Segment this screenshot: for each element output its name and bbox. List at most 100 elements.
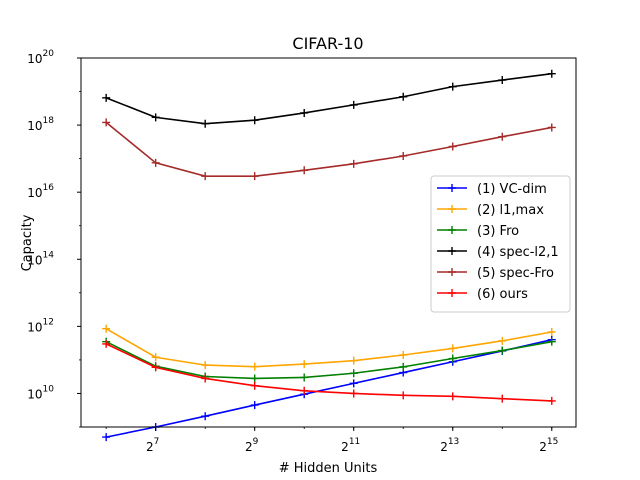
data-point [349,379,358,388]
data-point [151,113,160,122]
data-point [102,324,111,333]
legend-label: (5) spec-Fro [477,266,554,281]
legend-label: (2) l1,max [477,203,544,218]
x-tick-exponent: 13 [448,437,459,447]
legend-marker [448,247,456,255]
series-line-5 [105,121,552,177]
data-point [547,327,556,336]
legend-entry: (6) ours [437,287,528,302]
legend-marker [448,205,456,213]
data-point [250,381,259,390]
data-point [399,391,408,400]
y-tick-exponent: 10 [43,384,55,394]
data-point [151,353,160,362]
data-point [498,394,507,403]
data-point [547,123,556,132]
legend-marker [448,226,456,234]
legend-entry: (2) l1,max [437,203,544,218]
data-point [300,166,309,175]
data-point [399,362,408,371]
data-point [448,142,457,151]
data-point [201,361,210,370]
data-point [448,354,457,363]
data-point [547,396,556,405]
data-point [349,100,358,109]
x-tick-label: 27 [146,437,159,454]
data-point [448,392,457,401]
data-point [349,356,358,365]
legend-marker [448,289,456,297]
data-point [498,346,507,355]
legend-label: (6) ours [477,287,528,302]
legend: (1) VC-dim (2) l1,max (3) Fro (4) spec-l2,1… [430,175,571,313]
legend-entry: (3) Fro [437,224,519,239]
data-point [498,132,507,141]
x-tick-label: 211 [341,437,360,454]
data-point [102,93,111,102]
legend-box [430,175,571,313]
series-line-4 [105,72,552,125]
data-point [349,369,358,378]
y-tick-label: 1012 [27,317,54,334]
data-point [201,374,210,383]
legend-marker [448,268,456,276]
legend-marker [448,184,456,192]
data-point [448,344,457,353]
data-point [250,374,259,383]
data-point [201,172,210,181]
data-point [300,360,309,369]
y-tick-exponent: 14 [43,250,55,260]
series-line-2 [105,328,552,368]
series-1 [102,335,556,442]
data-point [201,412,210,421]
data-point [102,433,111,442]
data-point [399,151,408,160]
y-tick-exponent: 12 [43,317,54,327]
data-point [349,389,358,398]
series-line-3 [105,340,552,380]
data-point [201,119,210,128]
data-point [300,373,309,382]
legend-label: (1) VC-dim [477,182,547,197]
y-tick-exponent: 20 [43,49,55,59]
legend-entry: (4) spec-l2,1 [437,245,559,260]
data-point [399,92,408,101]
data-point [151,158,160,167]
data-point [250,362,259,371]
plot-area [102,69,556,442]
data-point [151,363,160,372]
data-point [102,339,111,348]
series-6 [102,339,556,405]
data-point [250,401,259,410]
data-point [547,337,556,346]
data-point [448,82,457,91]
y-axis-label: Capacity [20,214,35,271]
x-tick-exponent: 7 [154,437,160,447]
y-tick-label: 1010 [27,384,54,401]
data-point [250,116,259,125]
data-point [102,118,111,127]
axes-frame [80,57,577,428]
legend-entry: (1) VC-dim [437,182,547,197]
x-tick-label: 213 [440,437,459,454]
series-4 [102,69,556,128]
legend-entry: (5) spec-Fro [437,266,554,281]
data-point [349,159,358,168]
x-tick-label: 215 [539,437,558,454]
legend-label: (4) spec-l2,1 [477,245,559,260]
x-tick-label: 29 [245,437,259,454]
data-point [399,351,408,360]
y-tick-exponent: 18 [43,116,55,126]
x-tick-exponent: 15 [547,437,558,447]
data-point [300,108,309,117]
legend-label: (3) Fro [477,224,519,239]
y-tick-label: 1020 [27,49,54,66]
series-line-1 [106,338,552,438]
y-tick-label: 1016 [27,183,54,200]
data-point [250,172,259,181]
y-tick-label: 1018 [27,116,54,133]
data-point [300,386,309,395]
data-point [547,69,556,78]
